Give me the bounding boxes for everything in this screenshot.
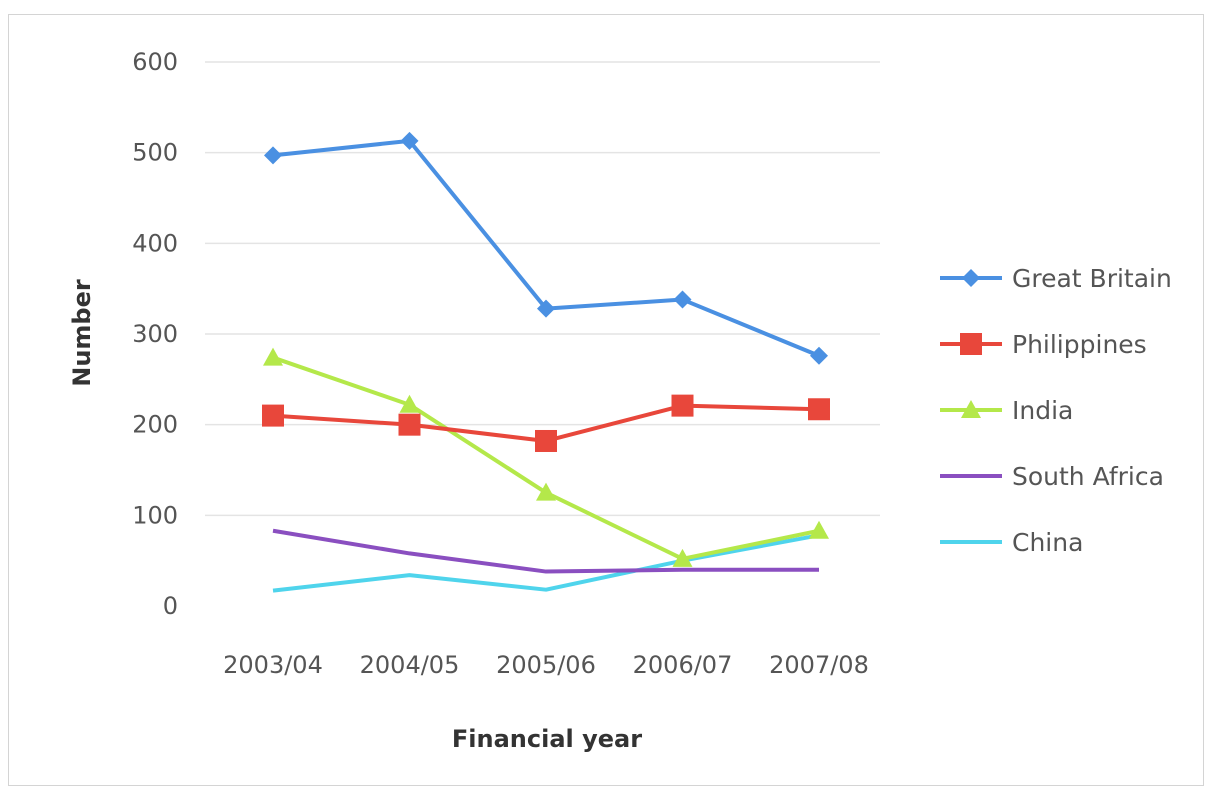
series-group [262, 394, 830, 452]
data-point [535, 429, 557, 452]
data-point [263, 347, 283, 366]
data-point [810, 346, 828, 365]
data-point [398, 413, 421, 436]
data-point [264, 146, 282, 165]
x-tick-label: 2004/05 [360, 651, 460, 679]
legend-label: India [1012, 396, 1073, 425]
y-tick-label: 400 [132, 229, 178, 257]
legend-item: India [940, 396, 1073, 425]
x-tick-label: 2006/07 [633, 651, 733, 679]
y-tick-label: 0 [163, 592, 178, 620]
data-point [537, 299, 555, 318]
legend-item: South Africa [940, 462, 1164, 491]
data-point [809, 520, 829, 539]
data-point [400, 131, 419, 150]
y-tick-label: 600 [132, 48, 178, 76]
legend-label: Philippines [1012, 330, 1147, 359]
series-line [272, 355, 820, 561]
y-tick-label: 300 [132, 320, 178, 348]
series-group [263, 347, 829, 567]
legend-item: China [940, 528, 1083, 557]
data-point [536, 482, 556, 501]
x-tick-label: 2003/04 [223, 651, 323, 679]
series-line [272, 138, 820, 358]
x-tick-label: 2005/06 [496, 651, 596, 679]
legend-label: China [1012, 528, 1083, 557]
legend-label: Great Britain [1012, 264, 1172, 293]
data-point [262, 404, 284, 427]
legend-label: South Africa [1012, 462, 1164, 491]
series-lines [262, 131, 830, 593]
chart-frame [8, 14, 1204, 786]
data-point [671, 394, 694, 417]
data-point [399, 394, 420, 413]
legend-swatch-marker [962, 269, 980, 287]
series-group [264, 131, 828, 365]
y-tick-label: 100 [132, 501, 178, 529]
data-point [808, 398, 830, 421]
legend-item: Philippines [940, 330, 1147, 359]
x-axis-title: Financial year [452, 725, 642, 753]
data-point [673, 290, 692, 309]
y-tick-label: 500 [132, 139, 178, 167]
data-point [672, 548, 693, 567]
legend-swatch-marker [961, 400, 981, 418]
y-tick-label: 200 [132, 411, 178, 439]
series-group [272, 528, 820, 574]
x-axis-ticks: 2003/04 2004/05 2005/06 2006/07 2007/08 [223, 651, 869, 679]
y-axis-ticks: 0 100 200 300 400 500 600 [132, 48, 178, 620]
y-axis-title: Number [68, 279, 96, 387]
x-tick-label: 2007/08 [769, 651, 869, 679]
legend-item: Great Britain [940, 264, 1172, 293]
legend-swatch-marker [960, 333, 982, 355]
legend: Great Britain Philippines India South Afric… [940, 264, 1172, 557]
